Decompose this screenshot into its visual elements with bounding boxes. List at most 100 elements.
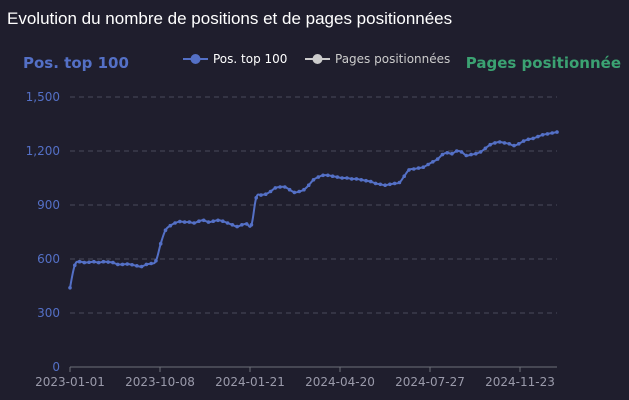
data-point[interactable] [397,180,402,185]
legend-item-pages-positionnees[interactable]: Pages positionnées [305,52,450,66]
data-point[interactable] [158,241,163,246]
data-point[interactable] [340,176,344,180]
data-point[interactable] [197,219,201,223]
data-point[interactable] [540,133,545,137]
data-point[interactable] [130,262,134,267]
data-point[interactable] [278,185,282,189]
data-point[interactable] [302,187,306,192]
data-point[interactable] [259,193,263,197]
data-point[interactable] [373,181,378,186]
data-point[interactable] [383,183,387,187]
data-point[interactable] [469,152,473,157]
data-point[interactable] [292,190,297,195]
data-point[interactable] [216,218,220,223]
data-point[interactable] [163,228,168,232]
data-point[interactable] [555,130,559,134]
data-point[interactable] [512,143,516,148]
data-point[interactable] [144,262,149,267]
data-point[interactable] [273,186,278,190]
data-point[interactable] [72,263,77,268]
data-point[interactable] [521,139,526,143]
data-point[interactable] [311,178,316,182]
data-point[interactable] [345,176,349,180]
data-point[interactable] [440,152,445,157]
data-point[interactable] [192,221,196,225]
data-point[interactable] [354,177,359,181]
data-point[interactable] [392,181,397,186]
data-point[interactable] [464,153,469,158]
data-point[interactable] [326,173,330,178]
data-point[interactable] [483,146,488,151]
data-point[interactable] [493,141,497,145]
data-point[interactable] [92,259,96,264]
data-point[interactable] [87,260,91,265]
data-point[interactable] [135,264,139,268]
data-point[interactable] [488,142,492,147]
data-point[interactable] [426,162,430,167]
data-point[interactable] [82,260,87,265]
data-point[interactable] [106,260,110,264]
data-point[interactable] [220,219,225,223]
data-point[interactable] [359,178,364,182]
data-point[interactable] [497,140,502,144]
data-point[interactable] [287,187,292,192]
data-point[interactable] [173,221,177,225]
data-point[interactable] [526,137,531,142]
data-point[interactable] [211,219,216,223]
data-point[interactable] [536,134,540,139]
data-point[interactable] [68,286,72,290]
data-point[interactable] [154,259,158,263]
data-point[interactable] [450,151,454,156]
data-point[interactable] [115,262,120,267]
data-point[interactable] [388,182,392,187]
data-point[interactable] [407,168,411,172]
data-point[interactable] [283,185,287,189]
data-point[interactable] [101,259,106,264]
data-point[interactable] [230,223,235,227]
data-point[interactable] [240,223,244,227]
data-point[interactable] [235,224,239,229]
data-point[interactable] [459,150,464,154]
data-point[interactable] [225,221,230,225]
data-point[interactable] [249,223,254,227]
data-point[interactable] [502,141,507,145]
data-point[interactable] [306,183,311,187]
data-point[interactable] [268,189,273,194]
data-point[interactable] [545,132,550,136]
data-point[interactable] [263,192,268,196]
legend-item-pos-top-100[interactable]: Pos. top 100 [183,52,287,66]
data-point[interactable] [349,177,354,181]
data-point[interactable] [454,149,459,153]
data-point[interactable] [411,167,416,171]
data-point[interactable] [139,264,144,269]
data-point[interactable] [531,136,535,141]
data-point[interactable] [244,222,249,226]
data-point[interactable] [368,179,373,184]
data-point[interactable] [330,174,335,178]
data-point[interactable] [125,262,130,266]
data-point[interactable] [416,166,421,170]
data-point[interactable] [421,165,426,169]
data-point[interactable] [201,218,206,223]
data-point[interactable] [402,174,407,178]
data-point[interactable] [321,173,325,178]
data-point[interactable] [316,175,321,179]
data-point[interactable] [149,261,153,266]
data-point[interactable] [474,151,478,156]
data-point[interactable] [378,182,383,187]
data-point[interactable] [435,157,440,161]
data-point[interactable] [96,260,101,265]
data-point[interactable] [206,220,211,224]
data-point[interactable] [431,160,435,164]
data-point[interactable] [550,131,555,135]
data-point[interactable] [168,223,173,228]
data-point[interactable] [478,150,483,154]
data-point[interactable] [517,142,521,146]
data-point[interactable] [111,260,115,265]
data-point[interactable] [335,175,340,179]
data-point[interactable] [445,151,449,155]
data-point[interactable] [297,189,301,194]
data-point[interactable] [120,262,125,267]
data-point[interactable] [364,178,368,183]
data-point[interactable] [507,142,512,146]
